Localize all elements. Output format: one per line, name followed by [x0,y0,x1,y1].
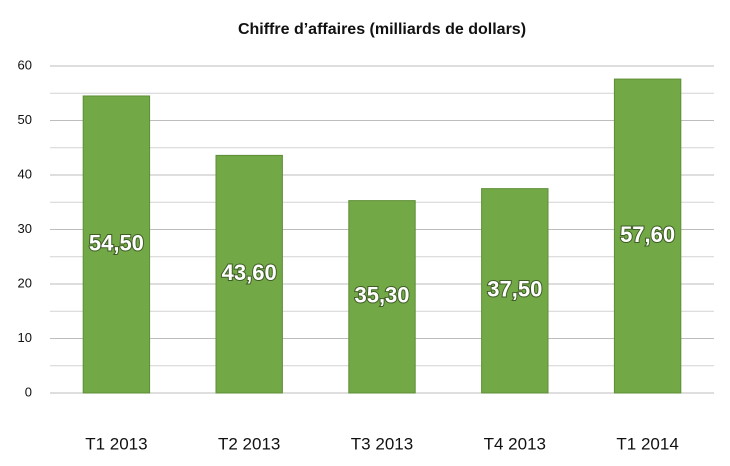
y-tick-label: 50 [18,112,32,127]
x-tick-label: T4 2013 [484,434,546,453]
bar [82,95,151,394]
y-tick-label: 20 [18,275,32,290]
x-tick-label: T1 2013 [85,434,147,453]
value-label: 35,30 [354,283,409,308]
value-label: 43,60 [222,260,277,285]
bar [613,78,682,394]
y-tick-label: 60 [18,57,32,72]
value-label: 37,50 [487,277,542,302]
value-label: 54,50 [89,230,144,255]
x-tick-label: T2 2013 [218,434,280,453]
y-tick-label: 10 [18,330,32,345]
x-tick-label: T1 2014 [616,434,678,453]
chart-title: Chiffre d’affaires (milliards de dollars… [238,21,526,38]
bar [215,154,283,394]
value-label: 57,60 [620,222,675,247]
y-tick-label: 0 [25,384,32,399]
bar [348,200,416,394]
x-tick-label: T3 2013 [351,434,413,453]
y-tick-label: 30 [18,221,32,236]
bar [481,188,549,394]
y-tick-label: 40 [18,166,32,181]
